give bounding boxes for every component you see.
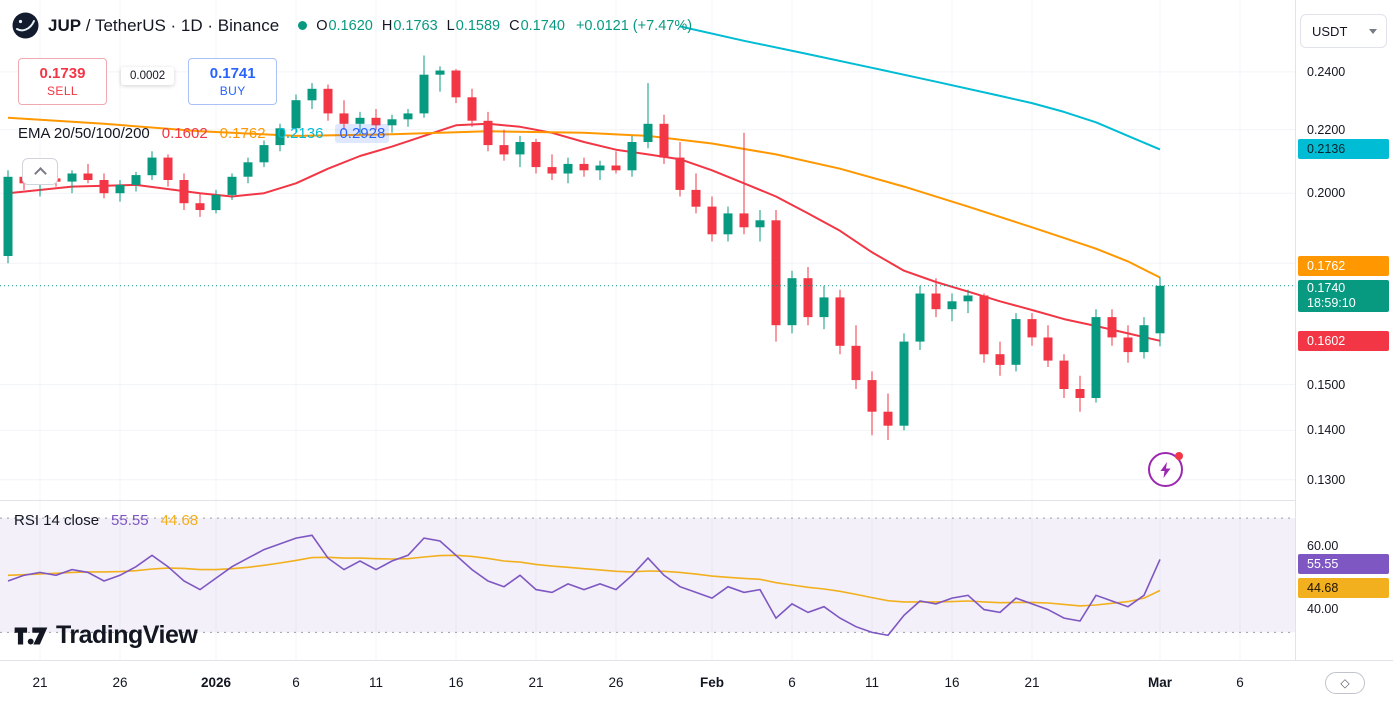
sell-label: SELL [47, 84, 78, 98]
ema50-price-badge: 0.1762 [1298, 255, 1389, 276]
collapse-panel-button[interactable] [22, 158, 58, 185]
rsi-band [0, 518, 1295, 633]
ema20-price-badge: 0.1602 [1298, 330, 1389, 351]
ema100-line [679, 25, 1161, 151]
price-tick-label: 0.2000 [1307, 186, 1346, 201]
time-axis-label: Feb [699, 675, 725, 690]
open-value: 0.1620 [328, 17, 373, 34]
chevron-up-icon [33, 167, 47, 180]
current-price-badge: 0.1740 18:59:10 [1298, 279, 1389, 312]
price-tick-label: 0.1300 [1307, 472, 1346, 487]
rsi-legend-value[interactable]: 44.68 [160, 512, 199, 529]
high-label: H [381, 17, 393, 34]
rsi-line [7, 534, 1161, 637]
time-axis-label: 11 [368, 675, 384, 690]
sell-button[interactable]: 0.1739 SELL [18, 58, 107, 105]
ema-legend-value[interactable]: 0.2928 [335, 124, 390, 143]
buy-label: BUY [219, 84, 246, 98]
time-axis-label: 21 [1024, 675, 1040, 690]
rsi-legend-label: RSI 14 close [14, 512, 100, 529]
low-readout: L0.1589 [447, 18, 500, 34]
ema100-price-badge: 0.2136 [1298, 139, 1389, 160]
close-label: C [509, 17, 520, 34]
high-value: 0.1763 [393, 17, 438, 34]
sell-price: 0.1739 [39, 65, 86, 82]
quick-trade-button[interactable] [1148, 452, 1183, 487]
ema-legend-value[interactable]: 0.1762 [219, 125, 266, 142]
rsi-ma-line [7, 554, 1161, 607]
tradingview-logo-icon [14, 627, 48, 644]
rsi-tick-label: 40.00 [1307, 601, 1339, 616]
jupiter-logo-icon [12, 12, 39, 39]
close-value: 0.1740 [520, 17, 565, 34]
ema-legend: EMA 20/50/100/200 0.1602 0.1762 0.2136 0.29… [18, 124, 390, 143]
tradingview-watermark: TradingView [14, 621, 198, 650]
chevron-down-icon [1369, 28, 1377, 34]
buy-price: 0.1741 [209, 65, 256, 82]
currency-selector[interactable]: USDT [1300, 14, 1387, 48]
time-axis[interactable]: ◇ 21 26 2026 6 11 16 21 26 Feb 6 11 16 21 Mar 6 [0, 660, 1393, 705]
time-axis-label: 6 [292, 675, 300, 690]
rsi-value-badge: 55.55 [1298, 554, 1389, 575]
price-tick-label: 0.1500 [1307, 377, 1346, 392]
low-label: L [446, 17, 455, 34]
time-axis-label: 16 [944, 675, 960, 690]
symbol-name[interactable]: JUP [48, 15, 82, 35]
main-chart-pane[interactable]: JUP / TetherUS · 1D · Binance O0.1620 H0… [0, 0, 1295, 500]
close-readout: C0.1740 [509, 18, 565, 34]
price-axis[interactable]: USDT 0.24000.22000.20000.18000.15000.140… [1295, 0, 1393, 660]
rsi-pane[interactable]: RSI 14 close 55.55 44.68 TradingView [0, 500, 1295, 661]
diamond-icon: ◇ [1340, 676, 1350, 690]
ema-legend-value[interactable]: 0.1602 [161, 125, 208, 142]
low-value: 0.1589 [455, 17, 501, 34]
ema-legend-label: EMA 20/50/100/200 [18, 125, 150, 142]
time-axis-label: 11 [864, 675, 880, 690]
spread-value: 0.0002 [121, 67, 175, 85]
market-status-icon [298, 21, 308, 30]
rsi-legend: RSI 14 close 55.55 44.68 [14, 512, 198, 529]
ohlc-readout: O0.1620 H0.1763 L0.1589 C0.1740 +0.0121 … [316, 18, 692, 34]
high-readout: H0.1763 [382, 18, 438, 34]
buy-button[interactable]: 0.1741 BUY [188, 58, 278, 105]
notification-dot [1175, 452, 1183, 460]
currency-value: USDT [1312, 23, 1348, 39]
main-chart-canvas[interactable] [0, 0, 1295, 500]
time-axis-settings-button[interactable]: ◇ [1325, 672, 1365, 694]
open-label: O [316, 17, 328, 34]
lightning-icon [1160, 461, 1171, 478]
symbol-description: / TetherUS · 1D · Binance [81, 15, 280, 35]
open-readout: O0.1620 [316, 18, 373, 34]
rsi-tick-label: 60.00 [1307, 538, 1339, 553]
time-axis-label: 26 [608, 675, 624, 690]
ema-legend-value[interactable]: 0.2136 [277, 125, 324, 142]
price-tick-label: 0.2400 [1307, 64, 1346, 79]
price-tick-label: 0.1400 [1307, 423, 1346, 438]
time-axis-label: 21 [528, 675, 544, 690]
trade-panel: 0.1739 SELL 0.0002 0.1741 BUY [18, 58, 278, 105]
candles-layer [3, 55, 1165, 440]
time-axis-label: 6 [1236, 675, 1244, 690]
watermark-text: TradingView [56, 621, 198, 649]
chart-header: JUP / TetherUS · 1D · Binance O0.1620 H0… [12, 12, 692, 39]
price-tick-label: 0.2200 [1307, 122, 1346, 137]
time-axis-label: Mar [1147, 675, 1173, 690]
rsi-ma-badge: 44.68 [1298, 577, 1389, 598]
change-value: +0.0121 (+7.47%) [575, 17, 693, 34]
time-axis-label: 21 [32, 675, 48, 690]
symbol-title[interactable]: JUP / TetherUS · 1D · Binance [48, 16, 279, 36]
time-axis-label: 26 [112, 675, 128, 690]
time-axis-label: 6 [788, 675, 796, 690]
rsi-legend-value[interactable]: 55.55 [111, 512, 149, 529]
time-axis-label: 16 [448, 675, 464, 690]
time-axis-label: 2026 [200, 675, 232, 690]
